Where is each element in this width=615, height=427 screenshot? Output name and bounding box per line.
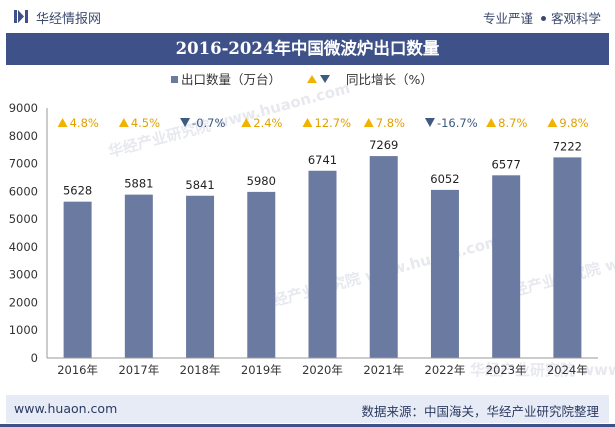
bar bbox=[492, 175, 521, 358]
x-tick-label: 2024年 bbox=[547, 363, 588, 377]
footer-url: www.huaon.com bbox=[14, 401, 118, 416]
legend-bar-label: 出口数量（万台） bbox=[181, 72, 281, 87]
bar bbox=[430, 189, 459, 358]
bar bbox=[308, 170, 337, 358]
y-tick-label: 1000 bbox=[9, 323, 38, 337]
title-bar: 2016-2024年中国微波炉出口数量 bbox=[6, 33, 609, 65]
y-tick-label: 0 bbox=[31, 351, 38, 365]
bar-value-label: 5841 bbox=[185, 178, 214, 192]
separator-dot-icon bbox=[540, 16, 546, 21]
footer: www.huaon.com 数据来源：中国海关，华经产业研究院整理 bbox=[6, 395, 609, 423]
growth-label: -16.7% bbox=[437, 116, 478, 130]
bar bbox=[553, 157, 582, 358]
growth-label: 9.8% bbox=[559, 116, 588, 130]
y-tick-label: 4000 bbox=[9, 240, 38, 254]
growth-label: 4.5% bbox=[131, 116, 160, 130]
growth-up-triangle-icon bbox=[486, 118, 497, 127]
bar bbox=[247, 191, 276, 358]
growth-up-triangle-icon bbox=[363, 118, 374, 127]
bar-value-label: 5881 bbox=[124, 177, 153, 191]
growth-up-triangle-icon bbox=[302, 118, 313, 127]
y-tick-label: 5000 bbox=[9, 212, 38, 226]
bar-value-label: 5628 bbox=[63, 184, 92, 198]
top-header: 华经情报网 专业严谨 客观科学 bbox=[0, 0, 615, 33]
x-tick-label: 2023年 bbox=[486, 363, 527, 377]
footer-source: 数据来源：中国海关，华经产业研究院整理 bbox=[361, 404, 599, 419]
y-tick-label: 9000 bbox=[9, 101, 38, 115]
chart-title: 2016-2024年中国微波炉出口数量 bbox=[175, 39, 440, 58]
x-tick-label: 2018年 bbox=[180, 363, 221, 377]
bar-value-label: 5980 bbox=[247, 174, 276, 188]
bar-value-label: 6577 bbox=[492, 157, 521, 171]
tagline-left: 专业严谨 bbox=[482, 11, 533, 26]
bar bbox=[369, 156, 398, 358]
y-axis: 0 1000 2000 3000 4000 5000 6000 7000 8000 9000 bbox=[9, 101, 48, 365]
legend-down-triangle-icon bbox=[320, 75, 330, 83]
bar-value-label: 7222 bbox=[553, 139, 582, 153]
growth-label: -0.7% bbox=[192, 116, 225, 130]
y-tick-label: 6000 bbox=[9, 184, 38, 198]
x-tick-label: 2020年 bbox=[302, 363, 343, 377]
legend-growth-label: 同比增长（%） bbox=[346, 72, 433, 87]
legend-up-triangle-icon bbox=[307, 75, 317, 83]
tagline-right: 客观科学 bbox=[550, 11, 601, 26]
growth-up-triangle-icon bbox=[241, 118, 252, 127]
bar-series bbox=[63, 156, 582, 358]
bar bbox=[124, 194, 153, 358]
bar bbox=[186, 195, 215, 358]
brand-logo-icon bbox=[14, 10, 28, 23]
growth-up-triangle-icon bbox=[547, 118, 558, 127]
growth-down-triangle-icon bbox=[424, 118, 435, 127]
bottom-rule bbox=[0, 424, 615, 427]
bar-value-label: 7269 bbox=[369, 138, 398, 152]
x-tick-label: 2022年 bbox=[425, 363, 466, 377]
growth-label: 4.8% bbox=[70, 116, 99, 130]
x-tick-label: 2019年 bbox=[241, 363, 282, 377]
brand-name: 华经情报网 bbox=[36, 12, 102, 27]
y-tick-label: 8000 bbox=[9, 129, 38, 143]
legend: 出口数量（万台） 同比增长（%） bbox=[171, 72, 433, 87]
growth-up-triangle-icon bbox=[57, 118, 68, 127]
x-tick-label: 2021年 bbox=[363, 363, 404, 377]
x-tick-label: 2017年 bbox=[118, 363, 159, 377]
y-tick-label: 3000 bbox=[9, 268, 38, 282]
y-tick-label: 2000 bbox=[9, 295, 38, 309]
growth-label: 12.7% bbox=[315, 116, 352, 130]
growth-label: 7.8% bbox=[376, 116, 405, 130]
tagline: 专业严谨 客观科学 bbox=[483, 8, 601, 27]
watermark-text: 华经产业研究院 www.huaon.com bbox=[470, 361, 615, 379]
growth-up-triangle-icon bbox=[118, 118, 129, 127]
growth-series: 4.8% 4.5% -0.7% 2.4% 12.7% 7.8% -16.7% 8.7% 9.8% bbox=[57, 116, 589, 130]
x-tick-label: 2016年 bbox=[57, 363, 98, 377]
growth-down-triangle-icon bbox=[180, 118, 191, 127]
x-axis: 2016年 2017年 2018年 2019年 2020年 2021年 2022年 2023年… bbox=[47, 357, 598, 377]
y-tick-label: 7000 bbox=[9, 157, 38, 171]
value-labels: 5628 5881 5841 5980 6741 7269 6052 6577 7222 bbox=[63, 138, 582, 198]
bar-value-label: 6052 bbox=[430, 172, 459, 186]
growth-label: 2.4% bbox=[253, 116, 282, 130]
bar-value-label: 6741 bbox=[308, 153, 337, 167]
growth-label: 8.7% bbox=[498, 116, 527, 130]
legend-bar-swatch-icon bbox=[171, 76, 178, 83]
bar bbox=[63, 201, 92, 358]
